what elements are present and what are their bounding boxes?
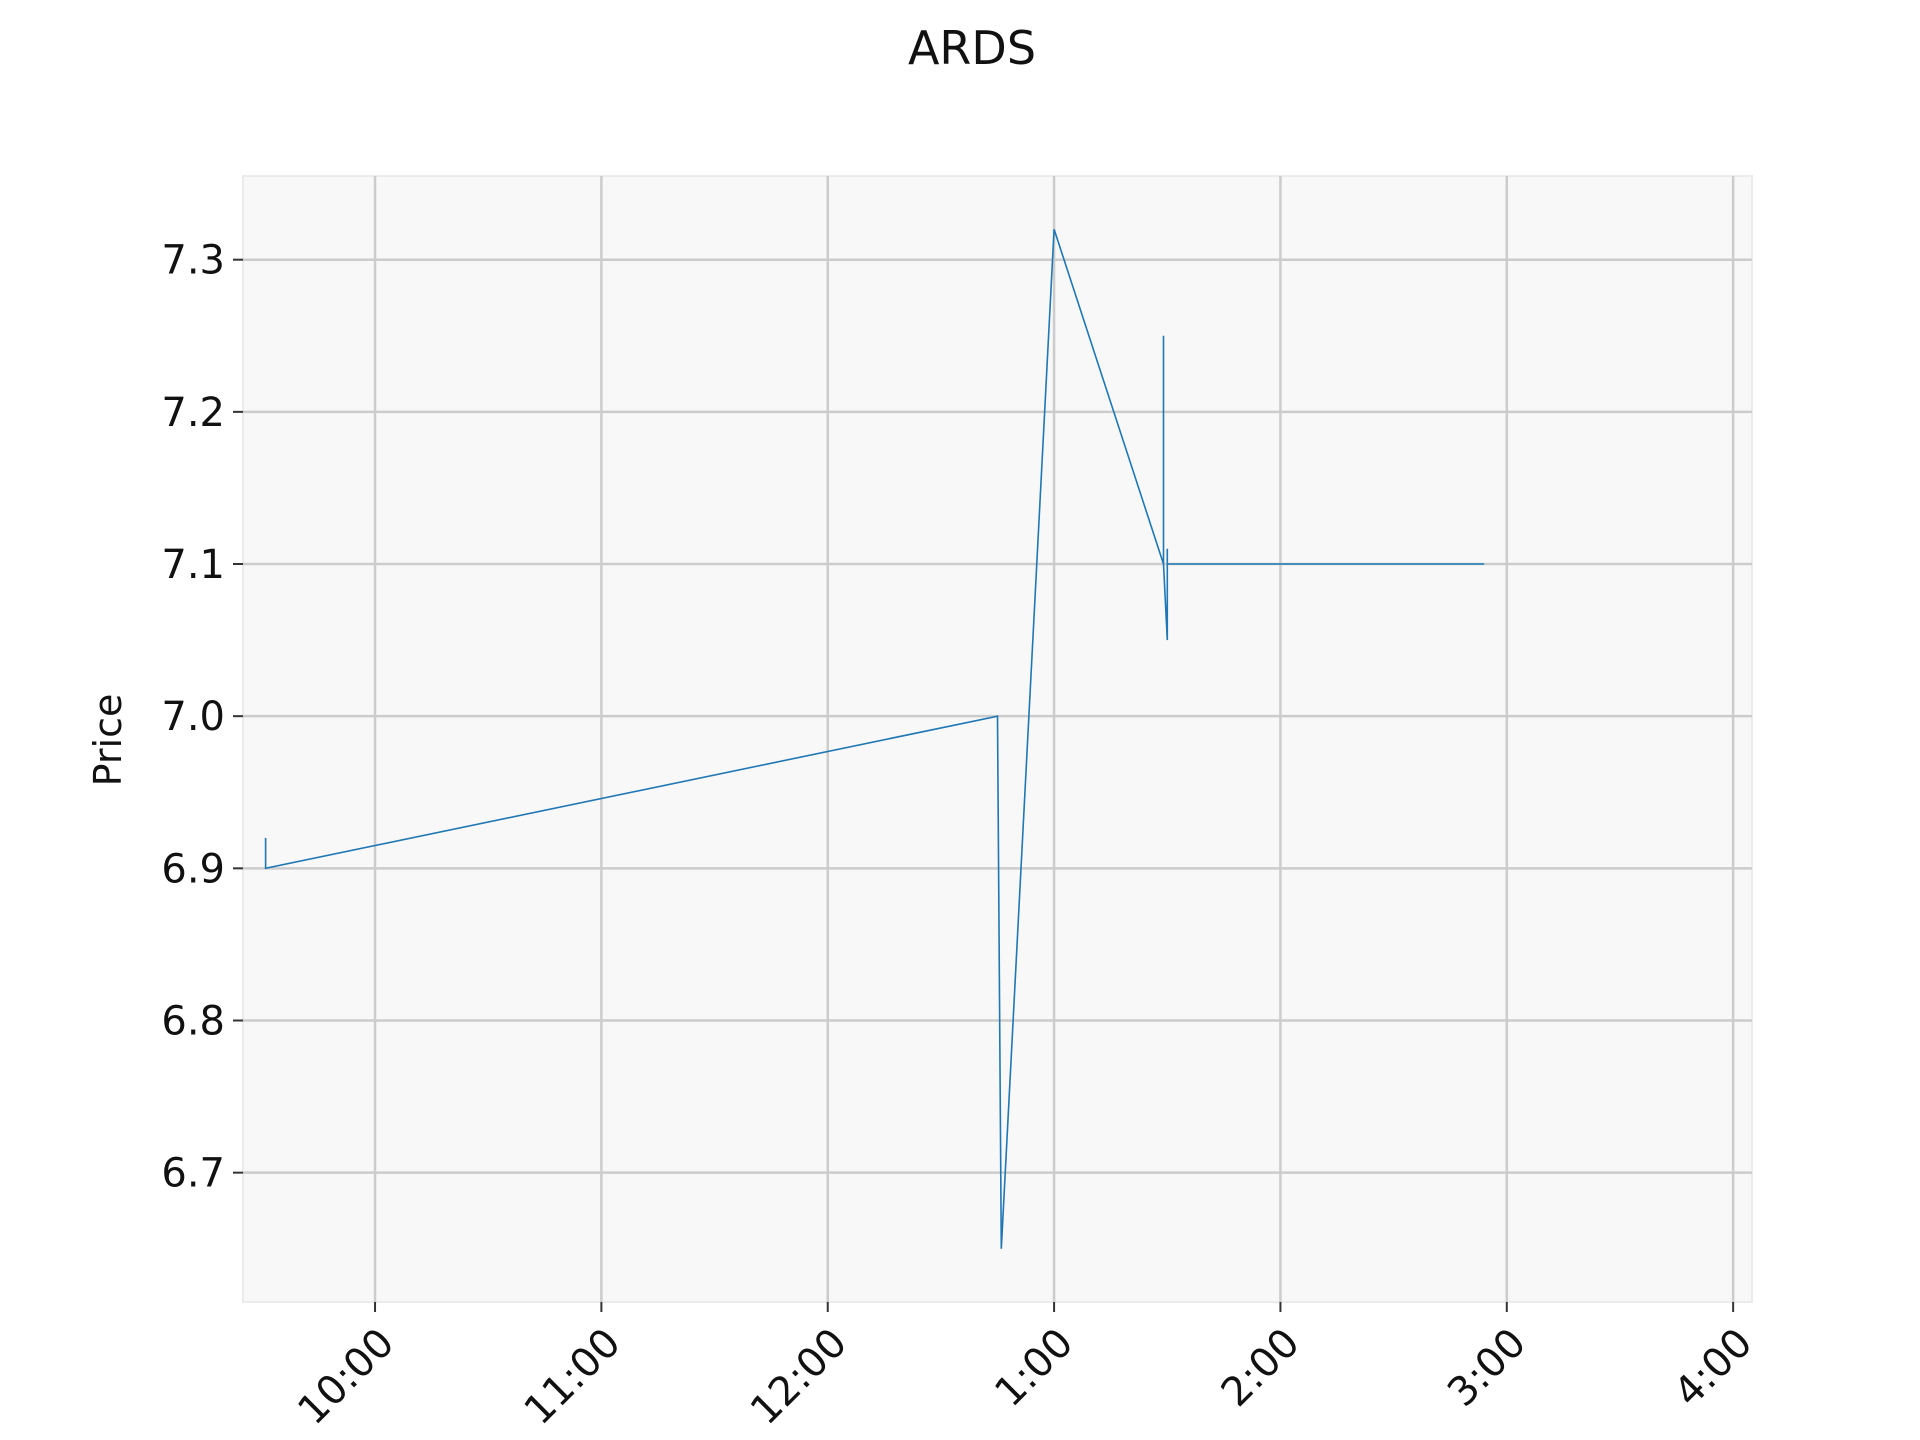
grid-lines [243,176,1752,1302]
y-tick-label: 6.8 [161,999,225,1045]
x-tick-label: 11:00 [516,1320,630,1434]
x-tick-label: 3:00 [1439,1320,1535,1416]
y-tick-label: 7.3 [161,238,225,284]
y-tick-label: 6.7 [161,1151,225,1197]
y-tick-label: 7.1 [161,542,225,588]
x-tick-label: 12:00 [742,1320,856,1434]
y-tick-label: 7.0 [161,694,225,740]
x-tick-label: 10:00 [289,1320,403,1434]
y-tick-label: 7.2 [161,390,225,436]
x-tick-label: 4:00 [1665,1320,1761,1416]
series-line-0 [264,229,1485,1249]
y-axis: 6.7 6.8 6.9 7.0 7.1 7.2 7.3 [161,238,243,1197]
x-tick-label: 2:00 [1213,1320,1309,1416]
x-tick-label: 1:00 [986,1320,1082,1416]
x-axis: 10:00 11:00 12:00 1:00 2:00 3:00 4:00 [289,1302,1761,1434]
series-layer [264,229,1485,1249]
y-axis-label: Price [86,694,130,787]
y-tick-label: 6.9 [161,846,225,892]
chart-title: ARDS [908,21,1036,75]
